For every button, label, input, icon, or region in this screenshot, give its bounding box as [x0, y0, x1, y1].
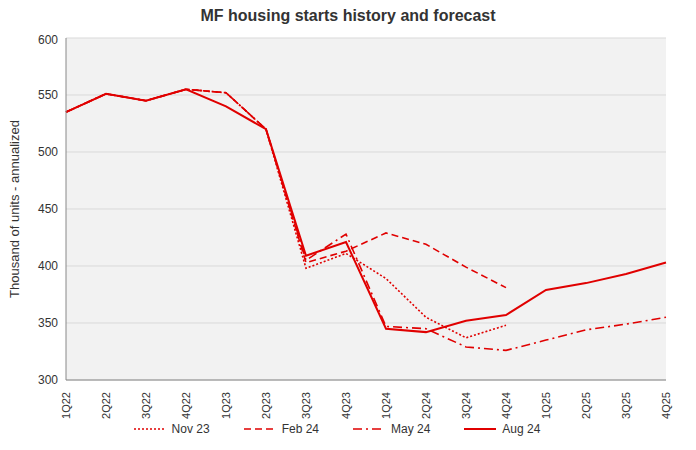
svg-text:300: 300: [38, 373, 58, 387]
svg-text:Thousand of units - annualized: Thousand of units - annualized: [8, 120, 22, 298]
svg-text:1Q25: 1Q25: [540, 392, 552, 419]
svg-text:4Q24: 4Q24: [500, 392, 512, 419]
html-text:Nov 23: Nov 23: [171, 422, 210, 436]
svg-text:3Q23: 3Q23: [300, 392, 312, 419]
html-text:MF housing starts history and: MF housing starts history and forecast: [200, 7, 496, 24]
svg-text:4Q22: 4Q22: [180, 392, 192, 419]
html-text:May 24: May 24: [391, 422, 431, 436]
svg-text:550: 550: [38, 88, 58, 102]
svg-text:1Q24: 1Q24: [380, 392, 392, 419]
html-text:Aug 24: Aug 24: [502, 422, 541, 436]
svg-text:2Q25: 2Q25: [580, 392, 592, 419]
svg-text:3Q24: 3Q24: [460, 392, 472, 419]
svg-text:4Q25: 4Q25: [660, 392, 672, 419]
svg-text:3Q22: 3Q22: [140, 392, 152, 419]
svg-text:2Q22: 2Q22: [100, 392, 112, 419]
svg-text:500: 500: [38, 145, 58, 159]
svg-text:1Q22: 1Q22: [60, 392, 72, 419]
svg-text:1Q23: 1Q23: [220, 392, 232, 419]
svg-text:2Q23: 2Q23: [260, 392, 272, 419]
svg-text:400: 400: [38, 259, 58, 273]
svg-text:600: 600: [38, 33, 58, 47]
svg-text:3Q25: 3Q25: [620, 392, 632, 419]
svg-text:350: 350: [38, 316, 58, 330]
svg-text:450: 450: [38, 202, 58, 216]
svg-text:2Q24: 2Q24: [420, 392, 432, 419]
svg-text:4Q23: 4Q23: [340, 392, 352, 419]
html-text:Feb 24: Feb 24: [281, 422, 319, 436]
